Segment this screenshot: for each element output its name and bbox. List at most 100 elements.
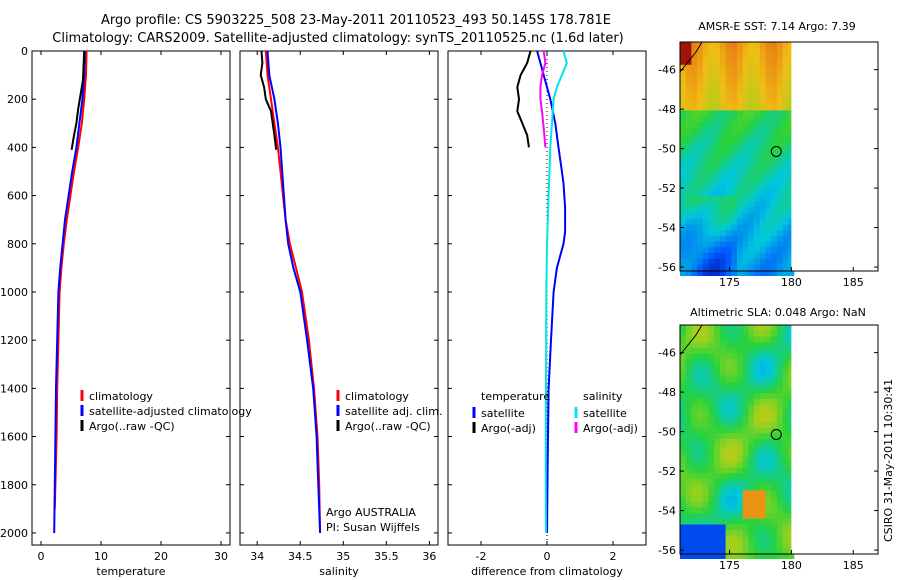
sla-map-cell [748, 427, 755, 434]
sla-map-cell [754, 393, 761, 400]
temp-series-1 [53, 50, 86, 534]
sst-map-cell [771, 156, 778, 162]
sla-map-cell [685, 336, 692, 343]
sst-map-cell [691, 70, 698, 77]
sst-map-cell [748, 218, 755, 225]
sst-map-cell [759, 53, 766, 60]
sst-map-cell [680, 258, 686, 265]
sla-map-cell [691, 399, 698, 406]
sla-map-cell [737, 416, 743, 423]
sla-map-cell [719, 421, 726, 428]
sla-map-cell [685, 450, 692, 457]
sla-map-cell [719, 456, 726, 463]
sst-map-cell [754, 138, 761, 145]
sst-map-cell [737, 201, 743, 208]
sla-map-cell [771, 364, 778, 371]
sla-map-cell [748, 553, 755, 559]
sla-map-cell [697, 393, 704, 400]
sst-map-cell [725, 218, 732, 225]
sst-map-cell [697, 70, 704, 77]
sst-map-cell [742, 99, 749, 105]
sst-map-cell [731, 184, 738, 191]
sst-lat-label-0: -46 [658, 64, 676, 77]
sst-map-cell [776, 64, 783, 71]
sla-map-cell [719, 399, 726, 406]
sst-map-cell [788, 144, 795, 151]
sla-map-cell [737, 353, 743, 360]
sla-map-cell [702, 444, 709, 451]
sst-map-cell [719, 144, 726, 151]
sla-map-cell [731, 461, 738, 468]
sla-map-cell [788, 325, 795, 331]
sst-map-cell [708, 110, 715, 117]
sla-map-cell [719, 387, 726, 394]
sst-map-cell [776, 258, 783, 265]
sla-map-cell [737, 444, 743, 451]
sst-map-cell [759, 247, 766, 254]
sla-map-cell [691, 518, 698, 525]
sla-map-cell [765, 347, 772, 354]
sst-map-cell [685, 70, 692, 77]
sst-map-cell [731, 178, 738, 185]
sst-map-cell [697, 184, 704, 191]
sst-map-cell [708, 184, 715, 191]
sst-map-cell [685, 241, 692, 248]
sla-map-cell [765, 433, 772, 440]
sla-map-cell [765, 484, 772, 491]
sla-map-cell [685, 439, 692, 445]
sla-map-cell [742, 490, 749, 497]
sla-map-cell [680, 364, 686, 371]
sla-map-cell [754, 501, 761, 508]
sla-map-cell [702, 382, 709, 388]
sst-map-cell [714, 184, 721, 191]
sla-map-cell [680, 541, 686, 548]
sst-map-cell [714, 93, 721, 100]
sst-map-cell [754, 224, 761, 231]
sla-map-cell [759, 359, 766, 366]
sst-map-cell [754, 190, 761, 197]
sst-map-cell [680, 201, 686, 208]
sla-map-cell [776, 336, 783, 343]
sst-map-cell [702, 121, 709, 128]
sst-map-cell [737, 230, 743, 237]
sla-map-cell [759, 524, 766, 531]
sst-map-cell [742, 264, 749, 271]
sla-map-cell [725, 421, 732, 428]
sst-map-cell [731, 241, 738, 248]
sla-map-cell [737, 518, 743, 525]
sst-map-cell [765, 70, 772, 77]
sst-map-cell [691, 133, 698, 140]
sst-map-cell [782, 230, 789, 237]
sla-map-cell [719, 353, 726, 360]
sla-map-cell [771, 325, 778, 331]
sst-map-cell [680, 184, 686, 191]
sst-map-cell [759, 59, 766, 66]
sla-map-cell [782, 553, 789, 559]
sst-map-cell [748, 173, 755, 180]
sst-map-cell [708, 224, 715, 231]
sla-map-cell [788, 376, 795, 383]
sst-map-cell [765, 190, 772, 197]
sst-map-cell [788, 116, 795, 123]
sst-map-cell [788, 195, 795, 202]
sst-map-cell [680, 47, 686, 54]
sla-map-cell [691, 450, 698, 457]
sst-map-cell [680, 99, 686, 105]
sla-map-cell [725, 484, 732, 491]
sla-map-cell [691, 325, 698, 331]
sst-map-cell [759, 99, 766, 105]
sst-map-cell [714, 167, 721, 174]
sla-map-cell [697, 410, 704, 417]
sst-map-cell [759, 270, 766, 276]
sst-map-cell [776, 93, 783, 100]
sla-map-cell [714, 547, 721, 554]
sla-map-cell [765, 364, 772, 371]
sst-map-cell [719, 42, 726, 48]
sla-map-cell [771, 461, 778, 468]
sla-map-cell [754, 541, 761, 548]
sst-map-cell [776, 247, 783, 254]
sst-map-cell [771, 224, 778, 231]
sst-map-cell [731, 173, 738, 180]
sla-map-cell [765, 399, 772, 406]
sst-map-cell [742, 247, 749, 254]
